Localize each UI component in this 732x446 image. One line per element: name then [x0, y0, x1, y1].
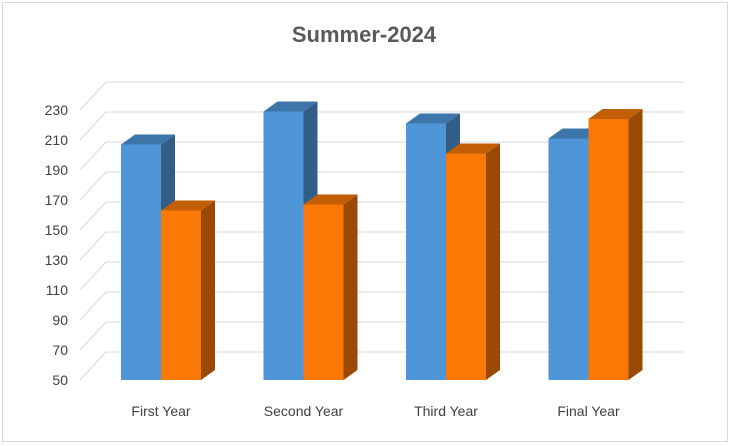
bar-side — [628, 109, 643, 380]
y-tick-label: 110 — [46, 282, 69, 298]
bar — [548, 138, 589, 380]
x-tick-label: Second Year — [264, 403, 344, 419]
y-tick-label: 50 — [52, 372, 68, 388]
y-tick-label: 130 — [45, 252, 69, 268]
y-tick-label: 170 — [45, 192, 69, 208]
bar — [446, 153, 486, 380]
bar — [406, 123, 446, 380]
bar-top — [446, 143, 500, 154]
gridline-depth — [79, 261, 107, 291]
bar-top — [303, 194, 358, 205]
gridline-depth — [79, 141, 107, 171]
y-tick-label: 210 — [45, 132, 69, 148]
gridline-depth — [79, 81, 107, 111]
bar — [303, 204, 344, 380]
bar-side — [486, 143, 500, 380]
bar — [263, 111, 304, 380]
y-tick-label: 230 — [45, 102, 69, 118]
bar-top — [161, 200, 215, 211]
bar-side — [343, 194, 358, 380]
bar — [161, 210, 201, 380]
gridline-depth — [79, 231, 107, 261]
y-tick-label: 70 — [52, 342, 68, 358]
y-tick-label: 190 — [45, 162, 69, 178]
y-tick-label: 90 — [52, 312, 68, 328]
bar-top — [121, 134, 175, 145]
gridline-depth — [79, 201, 107, 231]
gridline-depth — [79, 111, 107, 141]
gridline-depth — [79, 351, 107, 381]
gridline-depth — [79, 321, 107, 351]
x-tick-label: First Year — [131, 403, 190, 419]
gridline-depth — [79, 171, 107, 201]
gridline-depth — [79, 291, 107, 321]
y-tick-label: 150 — [45, 222, 69, 238]
bar — [121, 144, 161, 380]
bar-top — [406, 113, 460, 124]
x-tick-label: Third Year — [414, 403, 478, 419]
bar-top — [263, 101, 318, 112]
bar-top — [588, 109, 643, 119]
bar — [588, 119, 629, 380]
x-tick-label: Final Year — [557, 403, 620, 419]
chart-title: Summer-2024 — [291, 22, 437, 47]
bar-side — [201, 200, 215, 380]
